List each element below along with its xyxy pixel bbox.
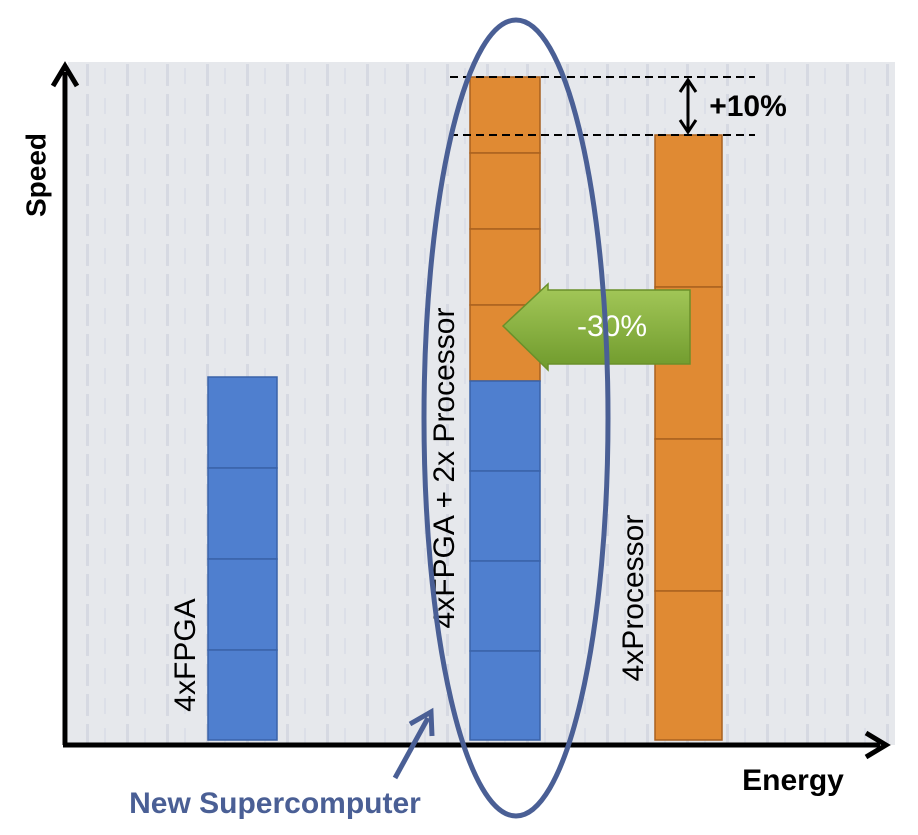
speedup-label: +10%	[709, 90, 787, 123]
bar-processor	[654, 134, 723, 741]
x-axis-label: Energy	[742, 764, 844, 797]
callout-label: New Supercomputer	[129, 787, 421, 820]
highlight-ellipse	[421, 17, 611, 819]
saving-label: -30%	[577, 310, 647, 343]
axes	[50, 61, 891, 760]
bar-hybrid	[469, 76, 541, 741]
bar-fpga	[207, 376, 278, 741]
callout-arrow	[392, 707, 435, 780]
speedup-marker	[450, 76, 755, 136]
saving-arrow	[501, 282, 691, 372]
y-axis-label: Speed	[20, 133, 51, 217]
bar-label: 4xFPGA	[169, 598, 202, 711]
bar-label: 4xProcessor	[617, 515, 650, 682]
